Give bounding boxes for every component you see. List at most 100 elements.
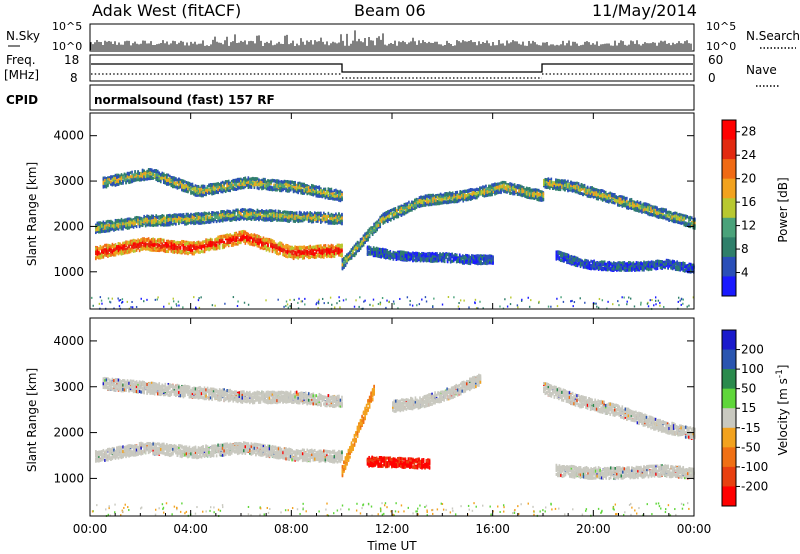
power-cell [166, 219, 168, 223]
power-cell [274, 185, 277, 189]
power-cell [315, 251, 318, 255]
power-cell [291, 180, 293, 184]
power-cell [166, 249, 168, 253]
power-cell [258, 234, 260, 238]
power-cell [155, 223, 158, 227]
power-cell [149, 175, 151, 179]
power-cell [190, 250, 192, 254]
power-cell [285, 246, 287, 250]
power-cell [116, 179, 118, 183]
power-cell [235, 188, 238, 192]
power-cell [289, 250, 292, 254]
power-cell [206, 238, 209, 242]
power-cell [297, 250, 299, 254]
power-cell [218, 235, 221, 239]
power-cell [203, 188, 206, 192]
power-cell [209, 183, 212, 187]
power-cell [209, 243, 212, 247]
power-cell [153, 238, 156, 242]
power-cell [120, 217, 123, 221]
power-cell [211, 216, 213, 220]
power-cell [208, 246, 210, 250]
power-cell [181, 242, 183, 246]
power-cell [158, 240, 161, 244]
power-cell [181, 221, 183, 225]
power-cell [221, 238, 224, 242]
power-cell [128, 250, 130, 254]
power-cell [227, 235, 230, 239]
power-cell [167, 182, 170, 186]
power-cell [203, 217, 206, 221]
power-cell [108, 243, 111, 247]
power-cell [273, 214, 275, 218]
power-cell [270, 210, 272, 214]
power-cell [309, 188, 312, 192]
power-cell [310, 252, 313, 256]
power-cell [339, 250, 342, 254]
power-cell [300, 216, 302, 220]
power-cell [250, 233, 253, 237]
power-cell [120, 246, 123, 250]
power-cell [306, 214, 309, 218]
power-cell [232, 184, 235, 188]
power-cell [152, 221, 155, 225]
power-cell [320, 244, 322, 248]
power-cell [268, 237, 271, 241]
power-cell [182, 184, 185, 188]
power-cell [220, 190, 222, 194]
power-cell [246, 209, 248, 213]
power-cell [119, 225, 121, 229]
power-cell [253, 177, 256, 181]
power-cell [259, 210, 262, 214]
freq-trace [91, 63, 693, 73]
power-cell [131, 248, 133, 252]
power-cell [273, 248, 275, 252]
power-cell [286, 218, 289, 222]
power-cell [267, 246, 269, 250]
power-cell [324, 187, 327, 191]
power-cell [341, 243, 343, 247]
power-cell [218, 219, 221, 223]
power-cell [128, 220, 130, 224]
power-cell [179, 185, 182, 189]
power-cell [208, 216, 210, 220]
power-cell [184, 220, 186, 224]
power-cell [277, 214, 280, 218]
power-cell [297, 254, 299, 258]
power-cell [291, 185, 293, 189]
power-cell [236, 217, 239, 221]
power-cell [172, 217, 174, 221]
power-cell [155, 214, 158, 218]
power-cell [135, 243, 138, 247]
power-cell [199, 244, 201, 248]
power-cell [135, 217, 138, 221]
power-cell [188, 218, 191, 222]
power-cell [323, 253, 325, 257]
power-cell [166, 223, 168, 227]
power-cell [217, 188, 219, 192]
power-cell [182, 189, 185, 193]
power-cell [132, 225, 135, 229]
power-cell [238, 241, 241, 245]
power-cell [108, 176, 111, 180]
power-cell [243, 239, 245, 243]
power-cell [258, 212, 260, 216]
power-cell [185, 250, 188, 254]
power-cell [176, 218, 179, 222]
power-cell [159, 173, 162, 177]
power-cell [182, 246, 185, 250]
power-cell [125, 219, 127, 223]
power-cell [135, 246, 138, 250]
power-cell [303, 218, 306, 222]
power-cell [119, 219, 121, 223]
power-cell [304, 190, 307, 194]
power-cell [271, 244, 274, 248]
nsearch-label: N.Search [746, 29, 800, 43]
power-cell [280, 218, 283, 222]
power-cell [306, 249, 309, 253]
power-cell [159, 178, 162, 182]
power-cell [307, 213, 310, 217]
power-cell [244, 178, 247, 182]
power-cell [105, 251, 108, 255]
power-cell [98, 221, 100, 225]
